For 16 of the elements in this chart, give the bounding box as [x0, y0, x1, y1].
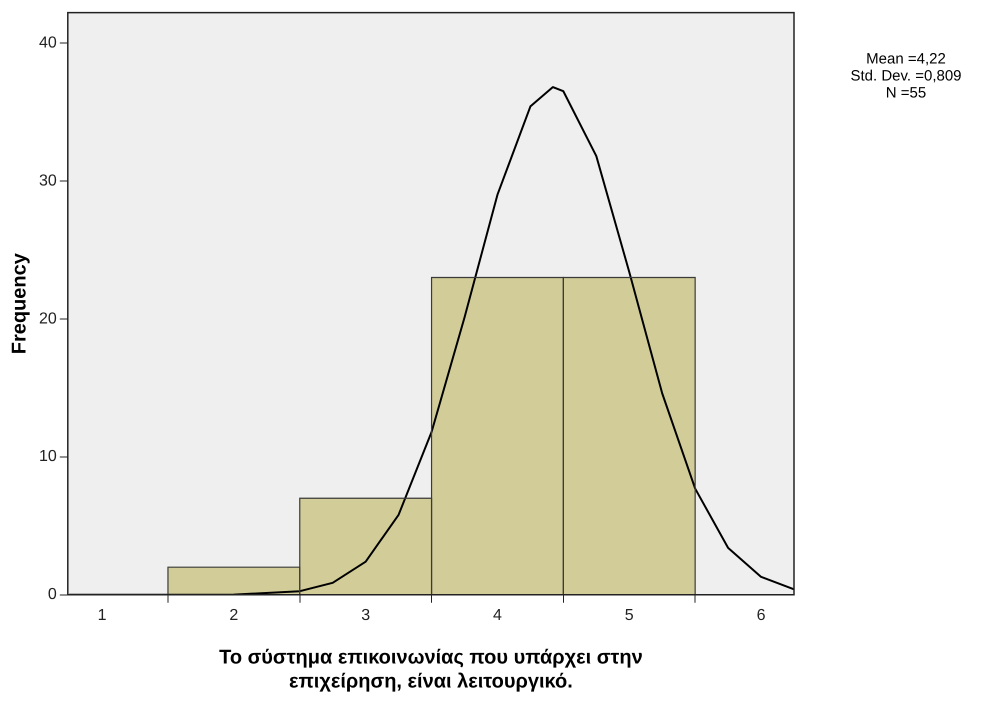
y-tick-label: 30 [39, 172, 57, 190]
x-tick-label: 6 [756, 606, 766, 624]
y-axis-title: Frequency [8, 252, 31, 354]
text: N =55 [886, 84, 926, 102]
y-tick-label: 20 [39, 310, 57, 328]
x-tick-label: 4 [493, 606, 502, 624]
text: Std. Dev. =0,809 [850, 68, 962, 85]
x-axis-title: Το σύστημα επικοινωνίας που υπάρχει στην επιχείρηση, είναι λειτουργικό. [219, 646, 643, 693]
y-tick-label: 40 [39, 34, 57, 52]
text: Mean =4,22 [866, 50, 946, 68]
y-tick-label: 10 [39, 448, 57, 466]
x-tick-label: 2 [229, 606, 238, 624]
x-tick-label: 3 [361, 606, 370, 624]
x-tick-label: 5 [624, 606, 634, 624]
y-tick-label: 0 [48, 586, 57, 604]
x-tick-label: 1 [98, 606, 107, 624]
